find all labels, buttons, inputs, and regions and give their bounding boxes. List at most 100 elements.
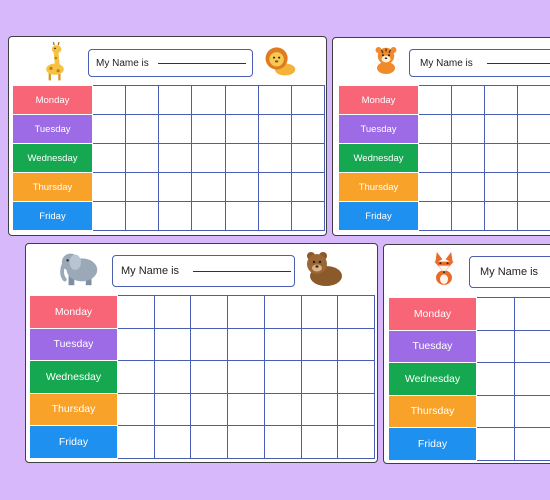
grid-cell[interactable] <box>517 172 550 202</box>
grid-cell[interactable] <box>290 85 326 115</box>
name-field[interactable]: My Name is <box>409 49 550 77</box>
grid-cell[interactable] <box>517 201 550 231</box>
grid-cell[interactable] <box>158 201 193 231</box>
grid-cell[interactable] <box>418 114 452 144</box>
grid-cell[interactable] <box>300 295 339 329</box>
grid-cell[interactable] <box>125 201 160 231</box>
grid-cell[interactable] <box>418 172 452 202</box>
grid-cell[interactable] <box>227 327 265 361</box>
grid-cell[interactable] <box>227 360 265 394</box>
grid-cell[interactable] <box>153 295 192 329</box>
grid-cell[interactable] <box>300 327 339 361</box>
grid-cell[interactable] <box>257 114 292 144</box>
grid-cell[interactable] <box>476 394 515 428</box>
grid-cell[interactable] <box>191 85 226 115</box>
grid-cell[interactable] <box>290 201 326 231</box>
grid-cell[interactable] <box>125 114 160 144</box>
grid-cell[interactable] <box>300 392 339 426</box>
grid-cell[interactable] <box>190 425 229 459</box>
grid-cell[interactable] <box>337 392 375 426</box>
grid-cell[interactable] <box>514 362 550 396</box>
name-field[interactable]: My Name is <box>88 49 253 77</box>
grid-cell[interactable] <box>300 425 339 459</box>
grid-cell[interactable] <box>91 114 127 144</box>
grid-cell[interactable] <box>263 392 302 426</box>
grid-cell[interactable] <box>476 329 515 363</box>
grid-cell[interactable] <box>224 114 259 144</box>
grid-cell[interactable] <box>517 85 550 115</box>
grid-cell[interactable] <box>153 425 192 459</box>
grid-cell[interactable] <box>476 362 515 396</box>
grid-cell[interactable] <box>337 295 375 329</box>
grid-cell[interactable] <box>190 392 229 426</box>
grid-cell[interactable] <box>451 201 485 231</box>
grid-cell[interactable] <box>263 425 302 459</box>
grid-cell[interactable] <box>418 85 452 115</box>
grid-cell[interactable] <box>117 327 155 361</box>
grid-cell[interactable] <box>263 327 302 361</box>
grid-cell[interactable] <box>191 201 226 231</box>
grid-cell[interactable] <box>484 143 518 173</box>
grid-cell[interactable] <box>191 172 226 202</box>
grid-cell[interactable] <box>451 143 485 173</box>
grid-cell[interactable] <box>257 172 292 202</box>
grid-cell[interactable] <box>125 143 160 173</box>
grid-cell[interactable] <box>514 329 550 363</box>
grid-cell[interactable] <box>91 85 127 115</box>
grid-cell[interactable] <box>290 114 326 144</box>
grid-cell[interactable] <box>224 201 259 231</box>
grid-cell[interactable] <box>158 114 193 144</box>
grid-cell[interactable] <box>153 392 192 426</box>
grid-cell[interactable] <box>517 114 550 144</box>
grid-cell[interactable] <box>227 425 265 459</box>
grid-cell[interactable] <box>514 394 550 428</box>
grid-cell[interactable] <box>190 295 229 329</box>
grid-cell[interactable] <box>125 85 160 115</box>
grid-cell[interactable] <box>263 295 302 329</box>
grid-cell[interactable] <box>227 392 265 426</box>
grid-cell[interactable] <box>484 201 518 231</box>
name-field[interactable]: My Name is <box>112 255 295 287</box>
grid-cell[interactable] <box>484 114 518 144</box>
grid-cell[interactable] <box>418 201 452 231</box>
grid-cell[interactable] <box>257 143 292 173</box>
grid-cell[interactable] <box>517 143 550 173</box>
grid-cell[interactable] <box>337 425 375 459</box>
grid-cell[interactable] <box>451 85 485 115</box>
grid-cell[interactable] <box>153 327 192 361</box>
grid-cell[interactable] <box>257 85 292 115</box>
grid-cell[interactable] <box>476 297 515 331</box>
grid-cell[interactable] <box>224 172 259 202</box>
grid-cell[interactable] <box>418 143 452 173</box>
grid-cell[interactable] <box>514 427 550 461</box>
grid-cell[interactable] <box>263 360 302 394</box>
grid-cell[interactable] <box>190 327 229 361</box>
grid-cell[interactable] <box>484 172 518 202</box>
grid-cell[interactable] <box>476 427 515 461</box>
grid-cell[interactable] <box>300 360 339 394</box>
grid-cell[interactable] <box>91 172 127 202</box>
grid-cell[interactable] <box>191 143 226 173</box>
grid-cell[interactable] <box>227 295 265 329</box>
grid-cell[interactable] <box>158 143 193 173</box>
grid-cell[interactable] <box>153 360 192 394</box>
grid-cell[interactable] <box>337 360 375 394</box>
grid-cell[interactable] <box>190 360 229 394</box>
grid-cell[interactable] <box>451 172 485 202</box>
grid-cell[interactable] <box>451 114 485 144</box>
grid-cell[interactable] <box>91 143 127 173</box>
grid-cell[interactable] <box>117 392 155 426</box>
grid-cell[interactable] <box>125 172 160 202</box>
grid-cell[interactable] <box>290 143 326 173</box>
grid-cell[interactable] <box>484 85 518 115</box>
name-field[interactable]: My Name is <box>469 256 550 288</box>
grid-cell[interactable] <box>337 327 375 361</box>
grid-cell[interactable] <box>191 114 226 144</box>
grid-cell[interactable] <box>514 297 550 331</box>
grid-cell[interactable] <box>117 360 155 394</box>
grid-cell[interactable] <box>158 172 193 202</box>
grid-cell[interactable] <box>224 143 259 173</box>
grid-cell[interactable] <box>117 295 155 329</box>
grid-cell[interactable] <box>91 201 127 231</box>
grid-cell[interactable] <box>224 85 259 115</box>
